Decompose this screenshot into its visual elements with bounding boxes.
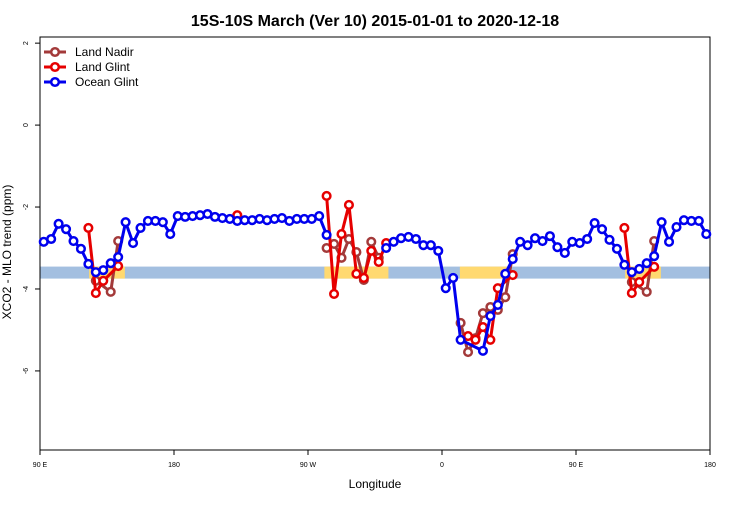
- data-point: [463, 331, 474, 342]
- data-point: [582, 233, 593, 245]
- data-point: [544, 231, 555, 242]
- data-point: [448, 272, 459, 283]
- data-point: [463, 347, 474, 358]
- x-axis-label: Longitude: [349, 477, 402, 491]
- data-point: [157, 217, 168, 228]
- y-tick-label: -2: [23, 204, 30, 210]
- data-point: [440, 283, 451, 294]
- land-band: [459, 266, 511, 279]
- data-point: [321, 190, 332, 202]
- data-point: [597, 224, 608, 235]
- y-axis-label: XCO2 - MLO trend (ppm): [0, 185, 14, 320]
- data-point: [649, 261, 660, 272]
- data-point: [626, 288, 637, 299]
- data-point: [53, 218, 64, 229]
- data-point: [165, 229, 176, 240]
- y-tick-label: 0: [23, 123, 30, 127]
- data-point: [664, 236, 675, 247]
- chart-title: 15S-10S March (Ver 10) 2015-01-01 to 202…: [191, 13, 559, 30]
- x-tick-label: 90 E: [33, 462, 48, 469]
- data-point: [61, 224, 72, 235]
- data-point: [366, 236, 377, 247]
- data-point: [589, 217, 600, 229]
- data-point: [619, 222, 630, 233]
- legend-label: Land Nadir: [75, 45, 134, 59]
- data-point: [381, 242, 392, 254]
- data-point: [485, 334, 496, 345]
- data-point: [477, 322, 488, 333]
- series-line: [86, 227, 120, 295]
- data-point: [619, 259, 630, 270]
- legend-marker: [49, 76, 61, 88]
- data-point: [425, 240, 436, 251]
- data-point: [75, 243, 86, 254]
- x-tick-label: 180: [704, 462, 716, 469]
- data-point: [83, 222, 94, 233]
- data-point: [656, 217, 667, 228]
- data-point: [135, 222, 146, 233]
- data-point: [455, 334, 466, 345]
- y-tick-label: -4: [23, 286, 30, 292]
- data-point: [336, 229, 347, 240]
- x-tick-label: 90 W: [300, 462, 317, 469]
- data-point: [366, 245, 377, 256]
- data-point: [120, 217, 131, 228]
- x-tick-label: 0: [440, 462, 444, 469]
- data-point: [671, 222, 682, 233]
- data-point: [574, 238, 585, 249]
- data-point: [649, 251, 660, 262]
- data-point: [611, 243, 622, 254]
- data-point: [604, 234, 615, 245]
- data-point: [105, 258, 116, 269]
- data-point: [485, 310, 496, 322]
- data-point: [634, 276, 645, 288]
- data-point: [343, 199, 354, 211]
- legend-marker: [49, 61, 61, 73]
- data-point: [701, 229, 712, 240]
- data-point: [500, 268, 511, 279]
- data-point: [314, 210, 325, 222]
- data-point: [373, 256, 384, 267]
- data-point: [537, 235, 548, 247]
- data-point: [358, 272, 369, 283]
- data-point: [128, 238, 139, 249]
- x-tick-label: 180: [168, 462, 180, 469]
- data-point: [634, 263, 645, 274]
- data-point: [98, 275, 109, 286]
- data-point: [90, 288, 101, 299]
- data-point: [46, 233, 57, 245]
- legend-label: Ocean Glint: [75, 75, 139, 89]
- y-tick-label: -6: [23, 368, 30, 374]
- data-point: [470, 334, 481, 345]
- data-point: [388, 236, 399, 247]
- data-point: [105, 286, 116, 297]
- data-point: [693, 215, 704, 227]
- y-tick-label: 2: [23, 41, 30, 45]
- data-point: [410, 233, 421, 245]
- data-point: [552, 242, 563, 253]
- legend-label: Land Glint: [75, 60, 130, 74]
- data-point: [641, 286, 652, 297]
- data-point: [492, 299, 503, 311]
- x-tick-label: 90 E: [569, 462, 584, 469]
- data-point: [559, 247, 570, 258]
- data-point: [68, 235, 79, 247]
- data-point: [113, 251, 124, 263]
- data-point: [522, 240, 533, 251]
- data-point: [500, 292, 511, 303]
- data-point: [351, 268, 362, 279]
- data-point: [98, 265, 109, 276]
- data-point: [321, 229, 332, 240]
- data-point: [507, 254, 518, 265]
- data-point: [329, 288, 340, 299]
- legend-marker: [49, 46, 61, 58]
- data-point: [641, 258, 652, 269]
- data-point: [477, 345, 488, 356]
- data-point: [433, 245, 444, 256]
- series-line: [622, 227, 656, 295]
- data-point: [83, 258, 94, 270]
